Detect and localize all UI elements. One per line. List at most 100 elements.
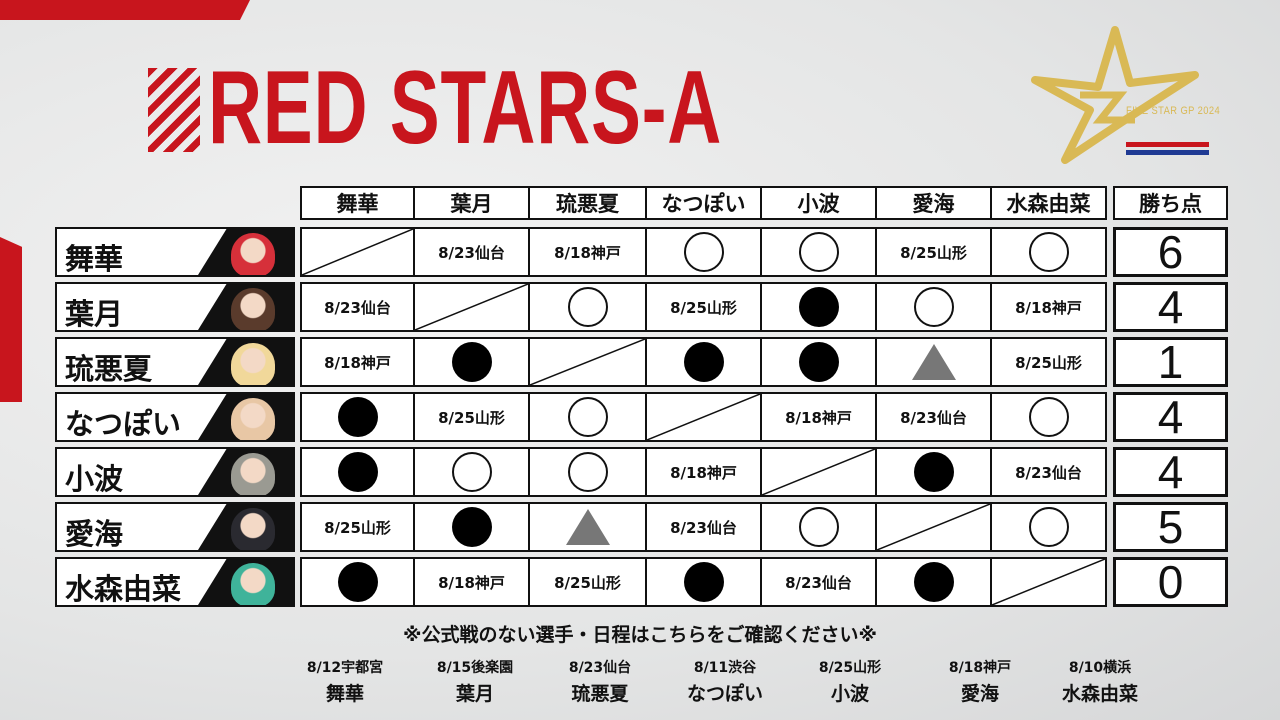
match-date: 8/25山形	[438, 408, 505, 427]
player-photo	[198, 229, 293, 275]
result-cell: 8/23仙台	[990, 447, 1107, 497]
other-match-item: 8/10横浜 水森由菜	[1030, 657, 1170, 706]
stripes-decoration	[148, 68, 200, 152]
points-value: 0	[1157, 556, 1184, 608]
diagonal-cell	[875, 502, 992, 552]
player-face	[231, 508, 275, 550]
points-value: 4	[1157, 281, 1184, 333]
result-cell: 8/23仙台	[875, 392, 992, 442]
player-name-cell: 琉悪夏	[55, 337, 295, 387]
result-cell: 8/23仙台	[300, 282, 415, 332]
player-name-cell: 舞華	[55, 227, 295, 277]
match-date: 8/18神戸	[1015, 298, 1082, 317]
other-match-date: 8/15後楽園	[436, 660, 514, 676]
result-cell	[528, 502, 647, 552]
result-cell	[413, 502, 530, 552]
points-cell: 1	[1113, 336, 1228, 388]
loss-dot-icon	[683, 342, 724, 382]
other-match-name: なつぽい	[686, 683, 763, 705]
side-accent-bar	[0, 237, 22, 402]
match-date: 8/23仙台	[900, 408, 967, 427]
other-match-date: 8/25山形	[818, 660, 882, 676]
match-date: 8/23仙台	[324, 298, 391, 317]
column-header: なつぽい	[645, 186, 762, 220]
player-face	[231, 563, 275, 605]
other-match-name: 琉悪夏	[571, 683, 629, 705]
player-name: 琉悪夏	[65, 352, 153, 386]
result-cell: 8/18神戸	[300, 337, 415, 387]
column-header: 愛海	[875, 186, 992, 220]
win-circle-icon	[567, 397, 608, 437]
result-cell: 8/23仙台	[760, 557, 877, 607]
result-cell: 8/25山形	[875, 227, 992, 277]
points-cell: 4	[1113, 391, 1228, 443]
points-cell: 0	[1113, 556, 1228, 608]
other-match-date: 8/18神戸	[948, 660, 1012, 676]
other-match-item: 8/23仙台琉悪夏	[530, 657, 670, 706]
result-cell	[413, 447, 530, 497]
column-header-label: 琉悪夏	[556, 192, 619, 216]
points-cell: 4	[1113, 281, 1228, 333]
player-name: なつぽい	[65, 407, 182, 441]
result-cell: 8/18神戸	[413, 557, 530, 607]
column-header: 水森由菜	[990, 186, 1107, 220]
other-match-date: 8/23仙台	[568, 660, 632, 676]
result-cell: 8/25山形	[528, 557, 647, 607]
other-match-item: 8/12宇都宮 舞華	[275, 657, 415, 706]
match-date: 8/23仙台	[1015, 463, 1082, 482]
result-cell: 8/18神戸	[990, 282, 1107, 332]
diagonal-cell	[413, 282, 530, 332]
result-cell: 8/25山形	[645, 282, 762, 332]
result-cell	[528, 447, 647, 497]
other-match-date: 8/11渋谷	[693, 660, 757, 676]
result-cell	[760, 337, 877, 387]
player-face	[231, 453, 275, 495]
points-value: 6	[1157, 226, 1184, 278]
result-cell	[528, 392, 647, 442]
loss-dot-icon	[798, 287, 839, 327]
other-match-name: 葉月	[455, 683, 494, 705]
other-match-date: 8/12宇都宮	[306, 660, 384, 676]
result-cell	[875, 447, 992, 497]
win-circle-icon	[567, 452, 608, 492]
match-date: 8/18神戸	[670, 463, 737, 482]
loss-dot-icon	[451, 342, 492, 382]
other-match-name: 水森由菜	[1061, 683, 1138, 705]
result-cell	[760, 502, 877, 552]
column-header: 小波	[760, 186, 877, 220]
loss-dot-icon	[451, 507, 492, 547]
player-name-cell: 葉月	[55, 282, 295, 332]
player-name: 小波	[65, 462, 124, 496]
match-date: 8/25山形	[554, 573, 621, 592]
page-title: RED STARS-A	[208, 50, 723, 166]
column-header-label: 葉月	[450, 192, 493, 216]
column-header: 琉悪夏	[528, 186, 647, 220]
match-date: 8/18神戸	[554, 243, 621, 262]
player-name-cell: なつぽい	[55, 392, 295, 442]
diagonal-cell	[645, 392, 762, 442]
result-cell	[300, 392, 415, 442]
result-cell: 8/25山形	[990, 337, 1107, 387]
result-cell: 8/18神戸	[645, 447, 762, 497]
result-cell	[990, 227, 1107, 277]
result-cell	[528, 282, 647, 332]
win-circle-icon	[798, 507, 839, 547]
player-name: 愛海	[65, 517, 124, 551]
match-date: 8/23仙台	[785, 573, 852, 592]
player-face	[231, 398, 275, 440]
result-cell	[990, 502, 1107, 552]
win-circle-icon	[798, 232, 839, 272]
match-date: 8/25山形	[670, 298, 737, 317]
loss-dot-icon	[913, 562, 954, 602]
win-circle-icon	[913, 287, 954, 327]
player-name: 舞華	[65, 242, 124, 276]
player-photo	[198, 504, 293, 550]
result-cell: 8/18神戸	[760, 392, 877, 442]
player-face	[231, 233, 275, 275]
points-value: 4	[1157, 446, 1184, 498]
win-circle-icon	[1028, 232, 1069, 272]
diagonal-cell	[300, 227, 415, 277]
points-value: 1	[1157, 336, 1184, 388]
column-header-label: 水森由菜	[1006, 192, 1091, 216]
loss-dot-icon	[337, 397, 378, 437]
